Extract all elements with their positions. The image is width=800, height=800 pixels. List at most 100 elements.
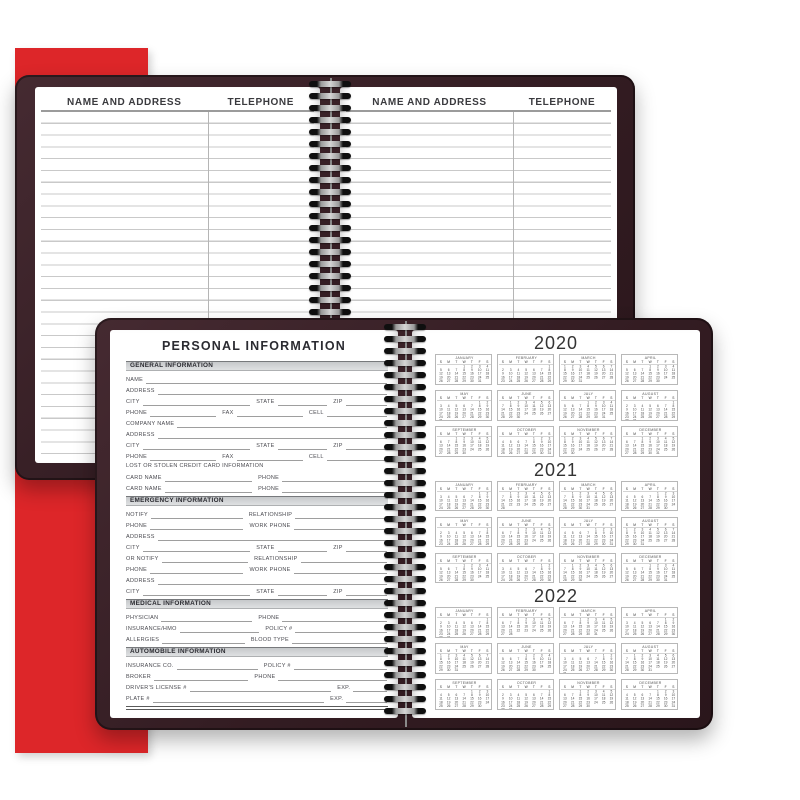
weekday-label: T: [516, 360, 519, 365]
day-grid: 1 2 3 4 5 6 7 8 9 10 11 12 13 14 15 16 17 18 19 20 21 22 23 24 2…: [623, 437, 677, 455]
day-number: 14: [477, 625, 481, 629]
day-number: 13: [663, 531, 667, 535]
day-number: 10: [547, 440, 551, 445]
day-number: 4: [509, 567, 512, 571]
weekday-label: S: [671, 649, 674, 654]
day-number: 21: [454, 574, 458, 578]
weekday-label: T: [640, 360, 643, 365]
day-number: 2: [586, 690, 589, 694]
field-write-line: [162, 638, 245, 644]
day-number: 7: [640, 368, 643, 373]
day-number: 17: [469, 444, 474, 448]
day-number: 8: [547, 368, 550, 373]
day-number: 25: [516, 704, 520, 708]
day-number: 17: [477, 372, 481, 376]
weekday-label: T: [640, 487, 643, 491]
day-number: 25: [446, 415, 450, 419]
weekday-label: T: [516, 487, 519, 491]
mini-month: AUGUST S M T W T F S 1 2 3 4 5 6 7 8 9 10 11 12 13 14 15 16 17 18…: [620, 390, 678, 421]
month-name: OCTOBER: [516, 428, 536, 433]
day-number: 14: [609, 440, 613, 445]
day-number: 29: [671, 415, 675, 419]
day-number: 20: [531, 700, 536, 705]
day-number: 5: [594, 437, 597, 441]
day-number: 26: [647, 415, 652, 419]
day-number: 29: [477, 505, 481, 510]
name-address-column-header: NAME AND ADDRESS: [372, 97, 487, 108]
day-number: 26: [539, 502, 543, 506]
day-number: 19: [547, 534, 551, 539]
day-number: 28: [570, 704, 574, 708]
weekday-label: T: [454, 559, 457, 563]
month-name: APRIL: [644, 609, 656, 614]
day-number: 16: [655, 570, 660, 575]
weekday-label: S: [485, 432, 488, 437]
form-row: INSURANCE CO. POLICY #: [126, 659, 388, 670]
day-number: 26: [500, 668, 505, 672]
day-number: 12: [469, 657, 474, 662]
day-number: 6: [547, 491, 550, 496]
weekday-label: M: [570, 559, 574, 563]
day-number: 9: [664, 693, 667, 698]
day-number: 24: [508, 704, 512, 708]
day-number: 8: [462, 567, 465, 571]
day-number: 28: [469, 505, 474, 510]
day-number: 30: [655, 577, 660, 582]
field-label: ZIP: [333, 589, 343, 595]
day-number: 9: [516, 404, 519, 409]
day-number: 28: [539, 379, 543, 383]
day-number: 1: [462, 563, 465, 568]
weekday-label: T: [470, 396, 473, 401]
month-name: OCTOBER: [516, 555, 536, 559]
day-number: 3: [439, 404, 442, 409]
field-label: RELATIONSHIP: [248, 512, 293, 518]
day-number: 20: [640, 700, 644, 705]
day-number: 25: [655, 664, 660, 669]
field-write-line: [346, 697, 388, 703]
form-row: NAME: [126, 373, 388, 384]
day-number: 13: [547, 495, 551, 499]
field-write-line: [154, 675, 249, 681]
day-number: 6: [509, 657, 512, 662]
day-blank: [444, 492, 452, 496]
field-label: ZIP: [333, 545, 343, 551]
spiral-loop: [384, 600, 426, 606]
day-number: 18: [609, 408, 613, 412]
weekday-label: M: [446, 487, 450, 491]
day-number: 16: [578, 570, 582, 575]
field-label: ZIP: [333, 399, 343, 405]
weekday-label: T: [578, 685, 581, 690]
day-blank: [499, 492, 507, 496]
day-number: 29: [516, 541, 520, 546]
day-number: 24: [632, 415, 636, 419]
day-number: 28: [609, 375, 613, 380]
weekday-label: T: [594, 649, 597, 654]
day-number: 13: [438, 444, 443, 448]
day-number: 21: [585, 538, 590, 542]
day-number: 13: [523, 570, 528, 575]
day-number: 30: [640, 668, 644, 672]
weekday-label: T: [594, 523, 597, 527]
day-number: 28: [461, 704, 466, 708]
weekday-label: S: [439, 432, 442, 437]
field-write-line: [176, 664, 258, 670]
day-number: 12: [523, 697, 528, 701]
day-number: 24: [640, 538, 644, 542]
personal-info-spread: PERSONAL INFORMATION GENERAL INFORMATION…: [95, 318, 713, 730]
day-number: 12: [647, 408, 652, 412]
spiral-loop: [309, 237, 351, 243]
day-number: 13: [508, 661, 512, 665]
day-number: 4: [671, 563, 674, 568]
spiral-loop: [309, 213, 351, 219]
weekday-label: T: [454, 685, 457, 690]
field-write-line: [295, 627, 387, 633]
day-number: 6: [633, 567, 636, 571]
day-number: 8: [516, 531, 519, 535]
day-number: 6: [447, 567, 450, 571]
spiral-loop: [309, 201, 351, 207]
day-number: 17: [640, 534, 644, 539]
calendar-reference-page: 2020 JANUARY S M T W T F S 1 2 3 4 5 6 7 8 9 10 11 12 13 14 15 1…: [412, 330, 700, 718]
day-number: 14: [454, 372, 458, 376]
day-number: 8: [648, 368, 651, 373]
day-number: 17: [500, 574, 505, 578]
